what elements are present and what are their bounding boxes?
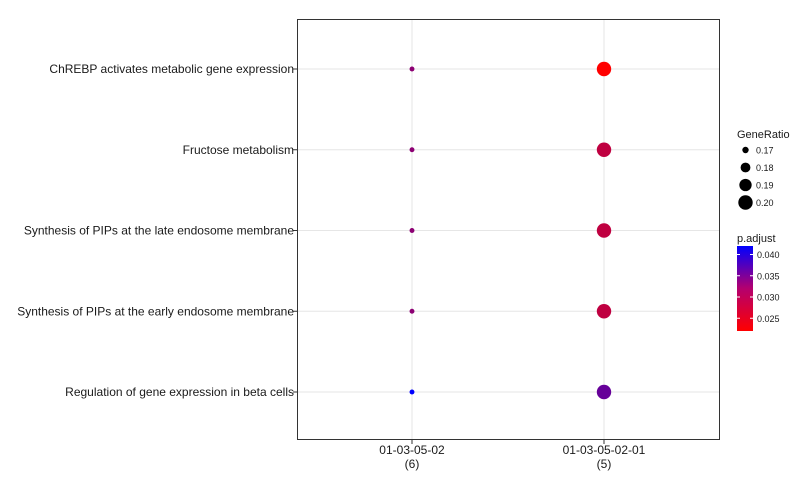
y-tick-label: Regulation of gene expression in beta ce… <box>65 385 294 399</box>
color-legend-title: p.adjust <box>737 233 776 245</box>
size-legend: GeneRatio 0.17 0.18 0.19 0.20 <box>737 129 790 210</box>
data-point <box>596 304 612 319</box>
size-legend-key <box>742 146 749 154</box>
color-legend-label: 0.025 <box>757 314 780 324</box>
y-tick-label: Synthesis of PIPs at the late endosome m… <box>24 224 294 238</box>
size-legend-key <box>740 162 751 173</box>
x-axis: 01-03-05-02(6) 01-03-05-02-01(5) <box>379 440 646 471</box>
x-tick-count-label: (5) <box>597 457 612 471</box>
size-legend-key <box>738 195 753 210</box>
data-point <box>596 142 612 157</box>
color-legend-label: 0.040 <box>757 250 780 260</box>
color-legend: p.adjust 0.025 0.030 0.035 0.040 <box>737 233 780 331</box>
size-legend-label: 0.18 <box>756 163 774 173</box>
color-legend-label: 0.030 <box>757 293 780 303</box>
data-point <box>596 223 612 238</box>
size-legend-title: GeneRatio <box>737 129 790 141</box>
x-tick-label: 01-03-05-02 <box>379 443 445 457</box>
y-tick-label: Synthesis of PIPs at the early endosome … <box>17 304 294 318</box>
y-tick-label: ChREBP activates metabolic gene expressi… <box>49 62 294 76</box>
data-point <box>596 61 612 77</box>
data-point <box>409 66 415 72</box>
plot-panel <box>297 19 720 440</box>
size-legend-label: 0.19 <box>756 181 774 191</box>
y-tick-label: Fructose metabolism <box>183 143 294 157</box>
data-points <box>409 61 612 400</box>
grid <box>298 20 719 439</box>
size-legend-label: 0.17 <box>756 146 774 156</box>
data-point <box>409 147 415 153</box>
color-bar <box>737 246 753 331</box>
x-tick-label: 01-03-05-02-01 <box>563 443 646 457</box>
color-legend-label: 0.035 <box>757 271 780 281</box>
x-tick-count-label: (6) <box>405 457 420 471</box>
data-point <box>409 389 415 395</box>
data-point <box>596 384 612 400</box>
y-axis: ChREBP activates metabolic gene expressi… <box>17 62 297 399</box>
size-legend-label: 0.20 <box>756 198 774 208</box>
size-legend-key <box>739 178 752 192</box>
data-point <box>409 228 415 233</box>
data-point <box>409 308 415 314</box>
